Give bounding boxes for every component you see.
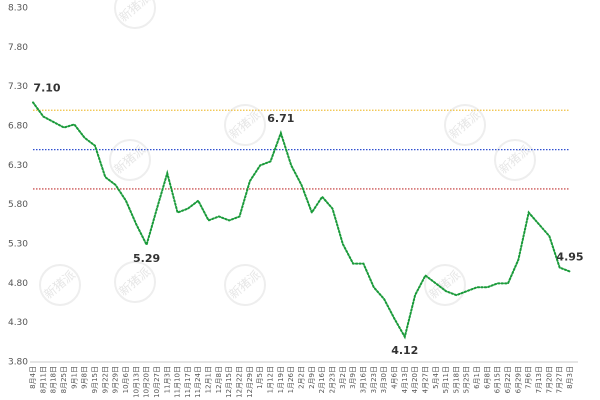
x-tick-label: 1月19日 [277, 366, 285, 393]
watermark: 新猪派 [226, 267, 263, 302]
x-tick-label: 1月26日 [287, 366, 295, 393]
data-label: 7.10 [33, 81, 60, 94]
watermark-circle [494, 139, 536, 181]
x-tick-label: 4月20日 [411, 366, 419, 393]
watermark: 新猪派 [41, 267, 78, 302]
x-tick-label: 5月25日 [463, 366, 471, 393]
x-tick-label: 11月24日 [194, 366, 202, 398]
watermark-circle [109, 139, 151, 181]
watermark-circle [444, 104, 486, 146]
x-tick-label: 9月29日 [112, 366, 120, 393]
x-tick-label: 4月13日 [401, 366, 409, 393]
x-tick-label: 2月16日 [318, 366, 326, 393]
x-tick-label: 6月22日 [504, 366, 512, 393]
watermark-circle [114, 261, 156, 303]
watermark: 新猪派 [226, 107, 263, 142]
x-tick-label: 6月8日 [483, 366, 491, 389]
x-tick-label: 7月13日 [535, 366, 543, 393]
x-tick-label: 2月2日 [298, 366, 306, 389]
x-tick-label: 5月4日 [432, 366, 440, 389]
x-tick-label: 9月15日 [91, 366, 99, 393]
x-tick-label: 10月20日 [143, 366, 151, 398]
x-tick-label: 9月8日 [81, 366, 89, 389]
x-tick-label: 1月12日 [267, 366, 275, 393]
y-tick-label: 4.30 [8, 318, 28, 328]
y-tick-label: 6.30 [8, 161, 28, 171]
x-tick-label: 12月8日 [215, 366, 223, 393]
x-tick-label: 6月1日 [473, 366, 481, 389]
y-tick-label: 7.80 [8, 43, 28, 53]
x-tick-label: 8月25日 [60, 366, 68, 393]
x-tick-label: 12月22日 [236, 366, 244, 398]
y-tick-label: 3.80 [8, 358, 28, 368]
x-tick-label: 12月29日 [246, 366, 254, 398]
data-label: 4.95 [556, 251, 583, 264]
data-label: 6.71 [267, 112, 294, 125]
watermark: 新猪派 [446, 107, 483, 142]
x-tick-label: 9月1日 [70, 366, 78, 389]
x-tick-label: 10月6日 [122, 366, 130, 393]
x-tick-label: 3月9日 [349, 366, 357, 389]
watermark-circle [224, 104, 266, 146]
watermark: 新猪派 [426, 267, 463, 302]
x-tick-label: 2月23日 [328, 366, 336, 393]
x-tick-label: 11月3日 [163, 366, 171, 393]
x-tick-label: 12月15日 [225, 366, 233, 398]
x-tick-label: 8月3日 [566, 366, 574, 389]
y-tick-label: 6.80 [8, 122, 28, 132]
x-tick-label: 10月27日 [153, 366, 161, 398]
data-label: 5.29 [133, 252, 160, 265]
x-tick-label: 3月23日 [370, 366, 378, 393]
x-tick-label: 7月27日 [556, 366, 564, 393]
x-tick-label: 8月11日 [39, 366, 47, 393]
x-tick-label: 6月15日 [494, 366, 502, 393]
x-tick-label: 8月18日 [50, 366, 58, 393]
y-tick-label: 4.80 [8, 279, 28, 289]
x-tick-label: 7月6日 [525, 366, 533, 389]
watermark-circle [39, 264, 81, 306]
data-label: 4.12 [391, 344, 418, 357]
x-tick-label: 2月9日 [308, 366, 316, 389]
x-tick-label: 1月5日 [256, 366, 264, 389]
watermark: 新猪派 [111, 142, 148, 177]
price-line [32, 101, 571, 340]
x-tick-label: 4月27日 [421, 366, 429, 393]
watermark-circle [114, 0, 156, 29]
x-tick-label: 6月29日 [514, 366, 522, 393]
watermark-circle [424, 264, 466, 306]
watermark: 新猪派 [116, 264, 153, 299]
x-tick-label: 9月22日 [101, 366, 109, 393]
x-tick-label: 11月10日 [174, 366, 182, 398]
x-tick-label: 3月30日 [380, 366, 388, 393]
y-tick-label: 7.30 [8, 82, 28, 92]
x-tick-label: 11月17日 [184, 366, 192, 398]
x-tick-label: 10月13日 [132, 366, 140, 398]
x-tick-label: 12月1日 [205, 366, 213, 393]
x-tick-label: 7月20日 [545, 366, 553, 393]
watermark: 新猪派 [116, 0, 153, 25]
x-tick-label: 8月4日 [29, 366, 37, 389]
x-tick-label: 3月16日 [359, 366, 367, 393]
x-tick-label: 5月18日 [452, 366, 460, 393]
y-tick-label: 5.80 [8, 200, 28, 210]
y-tick-label: 8.30 [8, 4, 28, 14]
watermark: 新猪派 [496, 142, 533, 177]
watermark-circle [224, 264, 266, 306]
y-tick-label: 5.30 [8, 240, 28, 250]
x-tick-label: 3月2日 [339, 366, 347, 389]
x-tick-label: 5月11日 [442, 366, 450, 393]
x-tick-label: 4月6日 [390, 366, 398, 389]
